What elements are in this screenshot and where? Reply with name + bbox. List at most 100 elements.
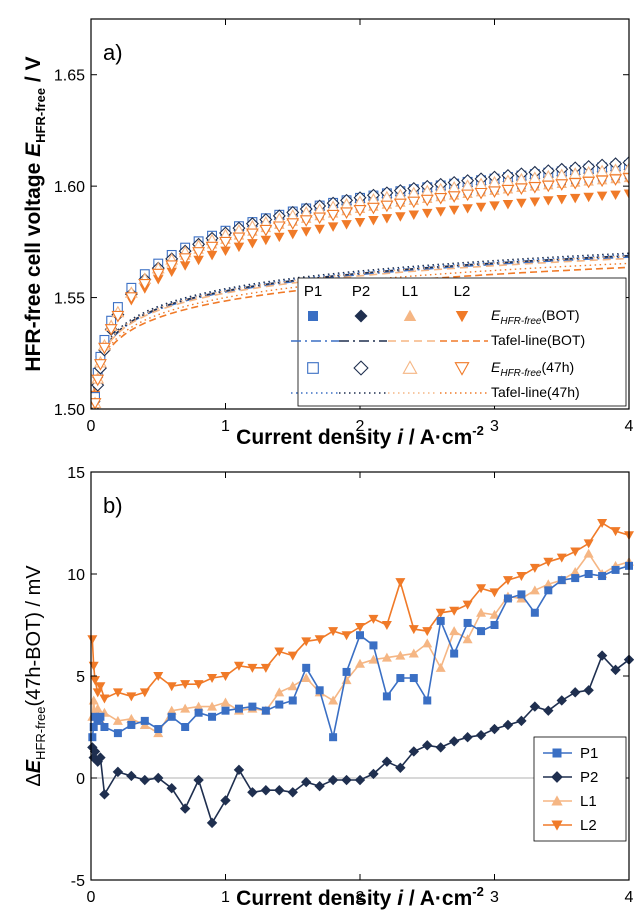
- series-point-p2: [422, 740, 433, 751]
- h47-point-l2: [232, 232, 246, 245]
- series-point-p2: [395, 762, 406, 773]
- series-point-l2: [233, 661, 244, 671]
- series-point-l2: [274, 647, 285, 657]
- series-point-l2: [126, 692, 137, 702]
- panel-a-x-axis-title: Current density i / A·cm-2: [236, 423, 484, 449]
- series-point-l2: [314, 635, 325, 645]
- series-point-p2: [139, 774, 150, 786]
- panel-a-x-tick-label: 2: [356, 418, 365, 435]
- series-point-l1: [435, 662, 446, 672]
- series-point-p1: [598, 572, 607, 581]
- series-point-l2: [99, 694, 110, 704]
- series-point-p2: [92, 756, 103, 767]
- series-point-p1: [248, 702, 257, 711]
- series-point-l2: [95, 682, 106, 692]
- bot-point-l2: [300, 227, 312, 237]
- series-point-p1: [329, 733, 338, 742]
- h47-point-l2: [93, 359, 107, 371]
- h47-point-l2: [407, 196, 421, 209]
- series-point-l1: [395, 650, 406, 660]
- panel-a-x-tick-label: 0: [87, 418, 96, 435]
- h47-point-l2: [514, 183, 528, 196]
- h47-point-l2: [87, 449, 98, 459]
- h47-point-l2: [541, 180, 555, 193]
- series-point-l2: [87, 635, 98, 645]
- h47-point-l2: [91, 398, 102, 409]
- panel-b-x-tick-label: 2: [356, 889, 365, 906]
- h47-point-l2: [555, 179, 569, 191]
- panel-a-x-tick-label: 3: [490, 418, 499, 435]
- series-point-p1: [288, 696, 297, 705]
- bot-point-l2: [448, 205, 460, 216]
- series-point-p1: [396, 674, 405, 683]
- series-point-l2: [88, 661, 99, 671]
- series-point-p1: [208, 712, 217, 721]
- series-point-l2: [435, 608, 446, 618]
- series-point-p1: [315, 686, 324, 695]
- panel-b-label: b): [103, 493, 123, 518]
- series-point-l1: [570, 566, 581, 576]
- series-point-l2: [287, 651, 298, 661]
- series-point-l1: [489, 609, 500, 619]
- series-point-l1: [287, 681, 298, 691]
- series-point-p1: [100, 723, 109, 731]
- series-point-p1: [93, 716, 102, 725]
- h47-point-l2: [340, 207, 353, 219]
- panel-a-ticks: 0 1 2 3 4 1.50 1.55 1.60 1.65: [54, 19, 634, 435]
- series-point-p1: [463, 618, 472, 627]
- series-point-l2: [355, 623, 365, 633]
- series-point-l1: [126, 713, 137, 723]
- h47-point-l1: [622, 162, 629, 174]
- h47-point-l2: [353, 205, 367, 217]
- series-point-p2: [153, 772, 164, 784]
- bot-point-l2: [516, 198, 527, 209]
- series-point-p2: [99, 789, 110, 800]
- series-point-p1: [382, 692, 391, 701]
- h47-point-l2: [622, 173, 629, 185]
- series-point-p2: [166, 783, 177, 794]
- bot-point-l2: [395, 212, 406, 222]
- bot-point-l2: [274, 232, 285, 243]
- series-point-p1: [557, 576, 566, 585]
- h47-point-p2: [87, 461, 98, 472]
- panel-b-x-tick-label: 4: [625, 889, 634, 906]
- series-point-l1: [583, 548, 594, 558]
- panel-b-plot-area: [87, 519, 634, 829]
- series-point-p1: [154, 725, 163, 734]
- series-point-p2: [543, 705, 554, 716]
- series-point-l2: [489, 588, 500, 598]
- h47-point-l2: [138, 279, 152, 291]
- legend-header-l2: L2: [454, 283, 471, 300]
- series-point-p1: [490, 621, 499, 629]
- series-point-p1: [423, 696, 432, 705]
- h47-point-l2: [609, 174, 622, 186]
- legend-a-47h-marker-l2: [454, 362, 470, 376]
- legend-b-p1: P1: [580, 745, 598, 762]
- h47-point-l2: [447, 191, 461, 203]
- series-point-p2: [287, 787, 298, 798]
- series-point-l1: [462, 634, 473, 644]
- h47-point-l2: [111, 310, 125, 323]
- series-point-p2: [556, 695, 567, 706]
- panel-a-markers: [87, 156, 629, 472]
- h47-point-l2: [219, 236, 232, 249]
- panel-a-x-tick-label: 1: [221, 418, 230, 435]
- series-point-l2: [462, 600, 473, 610]
- series-point-p2: [516, 715, 527, 727]
- series-point-l1: [422, 638, 433, 648]
- series-point-p1: [477, 627, 486, 636]
- legend-b-marker-p2: [551, 771, 563, 783]
- series-point-p1: [194, 708, 203, 717]
- series-point-l2: [139, 688, 150, 698]
- h47-point-l2: [259, 224, 273, 237]
- series-point-l2: [610, 527, 621, 537]
- series-point-l2: [207, 674, 218, 684]
- series-point-p2: [435, 742, 446, 753]
- series-point-p1: [530, 608, 539, 617]
- series-point-l1: [449, 626, 460, 636]
- series-point-l2: [368, 614, 379, 624]
- h47-point-l2: [313, 212, 327, 225]
- bot-point-p2: [87, 448, 98, 459]
- series-point-p1: [275, 700, 284, 709]
